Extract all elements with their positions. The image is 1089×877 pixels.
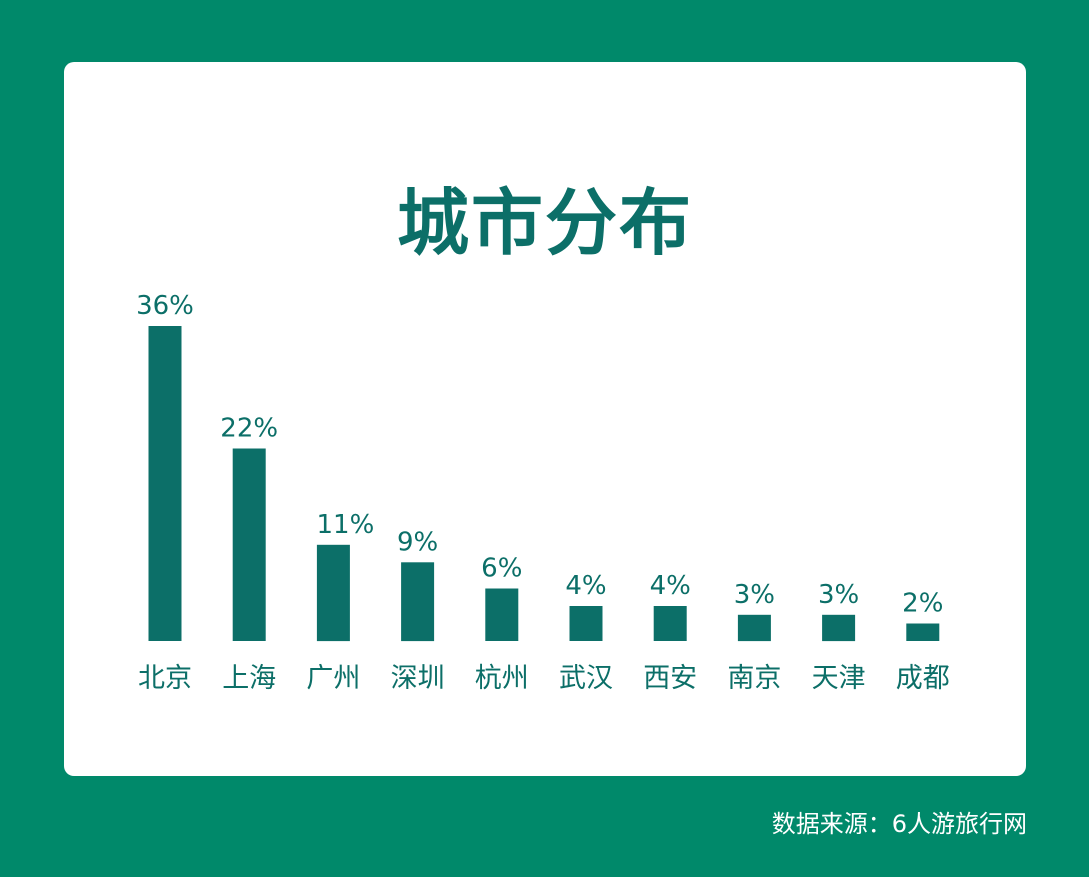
value-label-2: 11% bbox=[317, 510, 375, 540]
category-label-4: 杭州 bbox=[475, 663, 529, 694]
bar-1 bbox=[232, 448, 266, 641]
category-label-1: 上海 bbox=[222, 663, 276, 694]
bar-3 bbox=[401, 562, 435, 642]
data-source-note: 数据来源：6人游旅行网 bbox=[771, 810, 1027, 838]
bar-6 bbox=[653, 606, 687, 641]
category-label-7: 南京 bbox=[727, 663, 781, 694]
value-label-4: 6% bbox=[481, 554, 522, 584]
bar-7 bbox=[737, 614, 771, 642]
category-label-5: 武汉 bbox=[559, 663, 613, 694]
value-label-6: 4% bbox=[650, 571, 691, 601]
bar-5 bbox=[569, 606, 603, 641]
value-label-1: 22% bbox=[220, 414, 278, 444]
value-label-3: 9% bbox=[397, 527, 438, 557]
category-label-0: 北京 bbox=[138, 663, 192, 694]
bar-9 bbox=[906, 623, 940, 641]
bar-8 bbox=[822, 614, 856, 642]
bar-2 bbox=[316, 544, 350, 642]
chart-title: 城市分布 bbox=[396, 181, 693, 265]
value-label-0: 36% bbox=[136, 291, 194, 321]
category-label-8: 天津 bbox=[812, 663, 866, 694]
value-label-8: 3% bbox=[818, 580, 859, 610]
value-label-5: 4% bbox=[565, 571, 606, 601]
category-label-2: 广州 bbox=[306, 663, 360, 694]
value-label-9: 2% bbox=[902, 589, 943, 619]
category-label-6: 西安 bbox=[643, 663, 697, 694]
bar-0 bbox=[148, 326, 182, 641]
category-label-9: 成都 bbox=[896, 663, 950, 694]
bar-4 bbox=[485, 588, 519, 641]
chart-card: 城市分布 bbox=[64, 62, 1026, 776]
category-label-3: 深圳 bbox=[391, 663, 445, 694]
value-label-7: 3% bbox=[734, 580, 775, 610]
